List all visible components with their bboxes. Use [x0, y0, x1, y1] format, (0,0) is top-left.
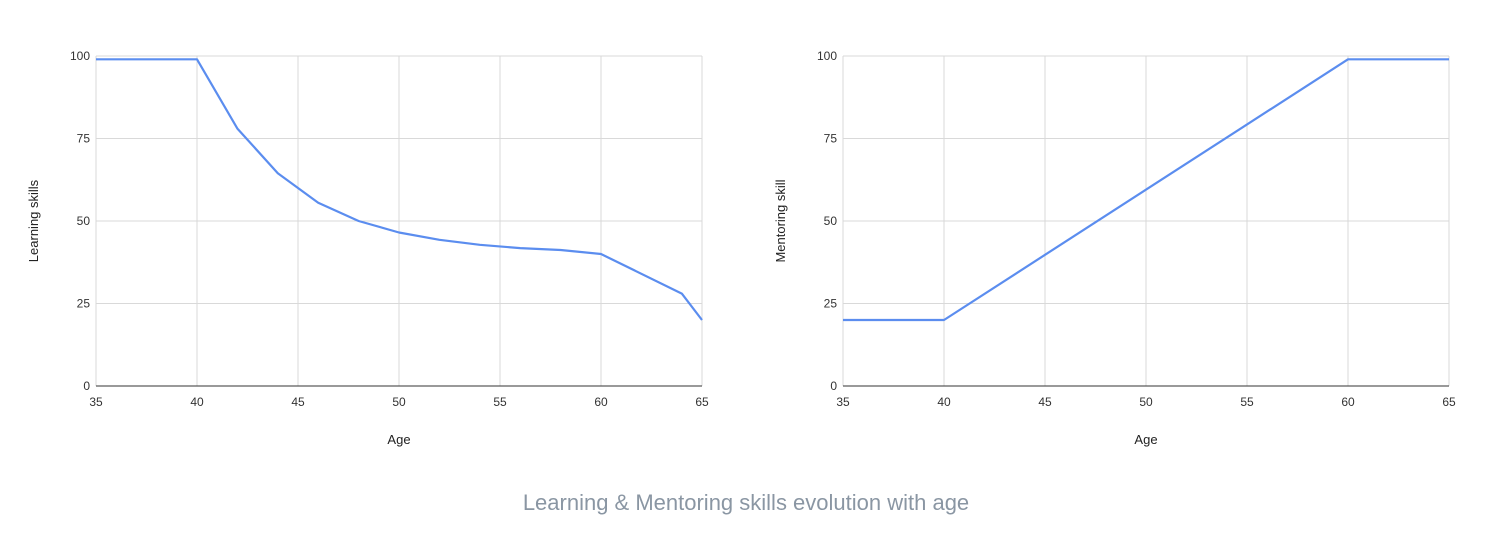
x-axis-title: Age — [387, 432, 410, 447]
x-tick-label: 55 — [1240, 395, 1254, 409]
y-tick-label: 100 — [70, 49, 90, 63]
y-tick-label: 25 — [77, 297, 91, 311]
series-line — [96, 58, 703, 321]
learning-skills-chart: 0 25 50 75 100 35 40 45 50 55 60 65 Age Learning skil… — [26, 49, 709, 447]
x-axis-title: Age — [1134, 432, 1157, 447]
y-tick-label: 25 — [824, 297, 838, 311]
x-tick-label: 35 — [836, 395, 850, 409]
y-tick-label: 0 — [830, 379, 837, 393]
x-tick-label: 50 — [392, 395, 406, 409]
x-tick-label: 60 — [1341, 395, 1355, 409]
x-tick-label: 60 — [594, 395, 608, 409]
y-tick-label: 75 — [824, 132, 838, 146]
y-tick-label: 50 — [824, 214, 838, 228]
x-tick-label: 40 — [937, 395, 951, 409]
x-tick-label: 50 — [1139, 395, 1153, 409]
charts-area: 0 25 50 75 100 35 40 45 50 55 60 65 Age Learning skil… — [26, 49, 1456, 447]
mentoring-skill-chart: 0 25 50 75 100 35 40 45 50 55 60 65 Age Mentoring ski… — [773, 49, 1456, 447]
x-tick-label: 45 — [291, 395, 305, 409]
y-tick-label: 75 — [77, 132, 91, 146]
x-tick-label: 35 — [89, 395, 103, 409]
series-line — [843, 58, 1449, 322]
x-tick-label: 65 — [1442, 395, 1456, 409]
y-tick-label: 50 — [77, 214, 91, 228]
y-tick-label: 100 — [817, 49, 837, 63]
x-tick-label: 55 — [493, 395, 507, 409]
y-tick-label: 0 — [83, 379, 90, 393]
figure-caption: Learning & Mentoring skills evolution wi… — [522, 490, 970, 515]
x-tick-label: 45 — [1038, 395, 1052, 409]
y-axis-title: Learning skills — [26, 179, 41, 262]
y-axis-title: Mentoring skill — [773, 179, 788, 262]
x-tick-label: 40 — [190, 395, 204, 409]
x-tick-label: 65 — [695, 395, 709, 409]
